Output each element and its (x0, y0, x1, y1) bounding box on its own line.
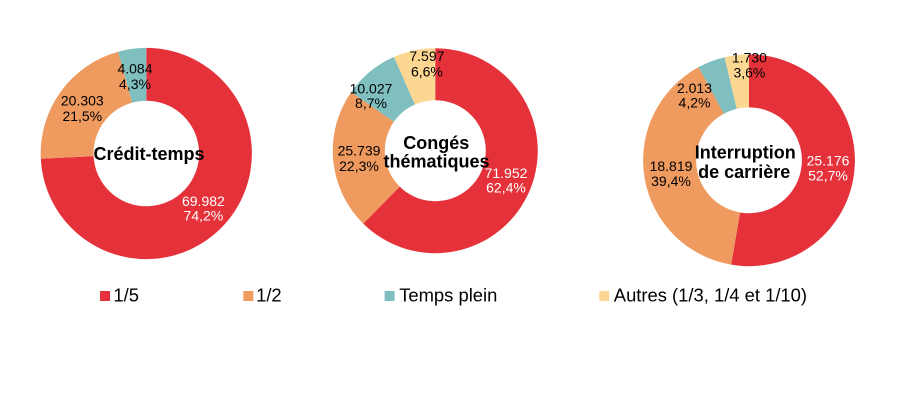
svg-text:1/5: 1/5 (113, 284, 139, 305)
svg-text:7.597: 7.597 (409, 48, 444, 64)
svg-text:18.819: 18.819 (650, 158, 693, 174)
svg-text:69.982: 69.982 (182, 193, 225, 209)
svg-text:Interruption: Interruption (695, 143, 796, 163)
svg-text:25.176: 25.176 (807, 153, 850, 169)
svg-text:Temps plein: Temps plein (399, 284, 497, 305)
svg-text:8,7%: 8,7% (355, 95, 387, 111)
svg-text:3,6%: 3,6% (733, 65, 765, 81)
svg-text:52,7%: 52,7% (808, 167, 848, 183)
svg-text:2.013: 2.013 (677, 80, 712, 96)
svg-text:Autres (1/3, 1/4 et 1/10): Autres (1/3, 1/4 et 1/10) (614, 284, 807, 305)
svg-text:thématiques: thématiques (383, 152, 489, 172)
svg-text:62,4%: 62,4% (486, 180, 526, 196)
svg-text:10.027: 10.027 (350, 80, 393, 96)
svg-text:4.084: 4.084 (117, 60, 152, 76)
svg-text:1/2: 1/2 (256, 284, 282, 305)
svg-text:4,2%: 4,2% (679, 95, 711, 111)
svg-text:39,4%: 39,4% (651, 173, 691, 189)
svg-text:Crédit-temps: Crédit-temps (93, 144, 204, 164)
svg-text:74,2%: 74,2% (184, 208, 224, 224)
svg-text:6,6%: 6,6% (411, 63, 443, 79)
svg-text:Congés: Congés (403, 133, 469, 153)
svg-text:1.730: 1.730 (732, 50, 767, 66)
svg-text:25.739: 25.739 (338, 142, 381, 158)
svg-text:20.303: 20.303 (61, 93, 104, 109)
svg-text:71.952: 71.952 (485, 165, 528, 181)
svg-text:de carrière: de carrière (698, 162, 790, 182)
svg-text:4,3%: 4,3% (119, 76, 151, 92)
svg-text:21,5%: 21,5% (62, 108, 102, 124)
svg-text:22,3%: 22,3% (339, 158, 379, 174)
